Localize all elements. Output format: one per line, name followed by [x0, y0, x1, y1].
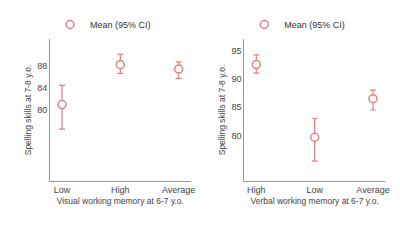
svg-text:80: 80 — [37, 105, 47, 115]
svg-text:Visual working memory at 6-7 y: Visual working memory at 6-7 y.o. — [57, 196, 184, 206]
svg-text:90: 90 — [231, 74, 241, 84]
svg-text:High: High — [111, 185, 130, 195]
svg-text:Average: Average — [356, 185, 389, 195]
svg-text:85: 85 — [231, 102, 241, 112]
svg-text:Verbal working memory at 6-7 y: Verbal working memory at 6-7 y.o. — [250, 196, 378, 206]
svg-text:88: 88 — [37, 61, 47, 71]
svg-text:Low: Low — [306, 185, 323, 195]
svg-text:80: 80 — [231, 131, 241, 141]
svg-text:95: 95 — [231, 46, 241, 56]
svg-text:Spelling skills at 7-8 y.o.: Spelling skills at 7-8 y.o. — [217, 65, 227, 156]
svg-text:Average: Average — [162, 185, 195, 195]
svg-text:Mean (95% CI): Mean (95% CI) — [284, 20, 345, 30]
svg-text:Mean (95% CI): Mean (95% CI) — [90, 20, 151, 30]
svg-text:Spelling skills at 7-8 y.o.: Spelling skills at 7-8 y.o. — [23, 65, 33, 156]
svg-text:High: High — [247, 185, 266, 195]
svg-text:84: 84 — [37, 83, 47, 93]
svg-text:Low: Low — [54, 185, 71, 195]
